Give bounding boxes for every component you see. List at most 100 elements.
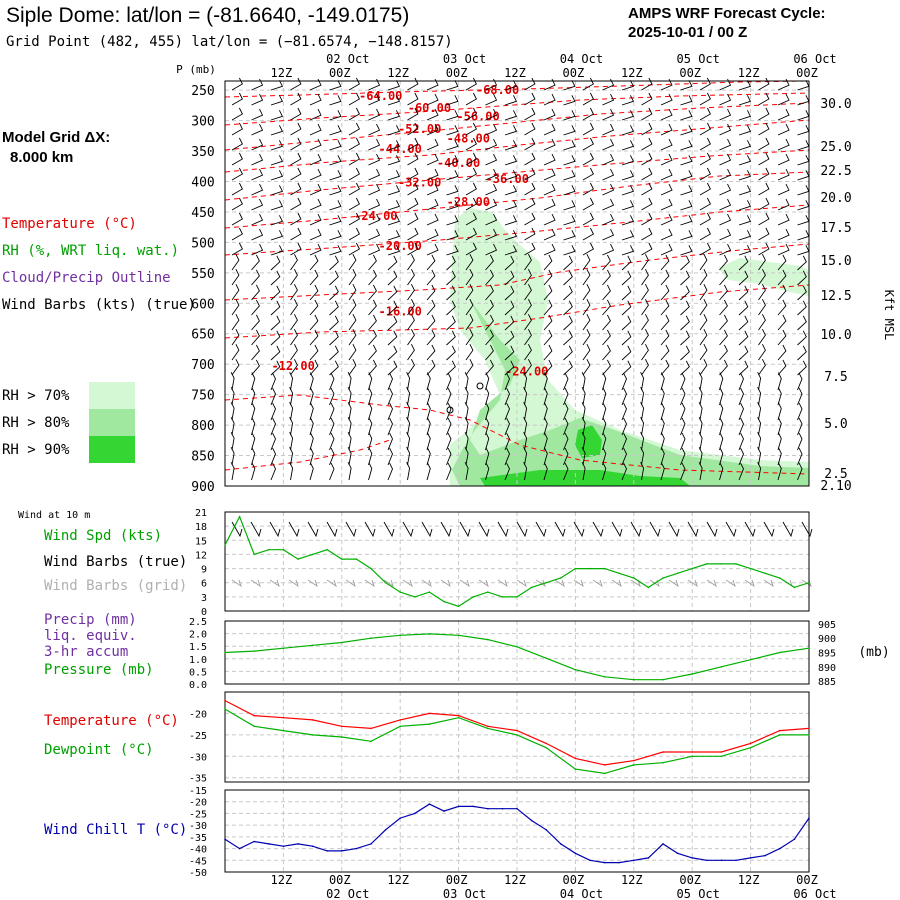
wind-barb [407, 167, 419, 181]
wind-barb-10m [554, 521, 566, 538]
wind-barb [407, 268, 415, 286]
wind-barb [485, 359, 494, 376]
precip-ytick-label: 0.0 [189, 680, 207, 691]
wind-barb [446, 170, 459, 181]
wind-barb [719, 447, 724, 466]
wind-barb [758, 358, 766, 376]
wind-barb [660, 138, 673, 151]
wind-barb [563, 170, 576, 181]
wind-barb [621, 270, 632, 286]
wind-barbs [230, 77, 813, 588]
wind-barb [368, 183, 381, 196]
wind-barb-grid [440, 579, 451, 588]
wind-barb [504, 185, 518, 196]
pressure-tick-label: 800 [191, 419, 214, 434]
wind-barb [465, 298, 474, 316]
wind-barb [329, 170, 342, 181]
wind-barb [602, 198, 615, 211]
wind-barb [641, 137, 653, 151]
wind-barb [426, 93, 439, 106]
wind-barb [465, 227, 477, 241]
wind-10m-title: Wind at 10 m [18, 510, 91, 521]
height-tick-label: 17.5 [820, 221, 851, 236]
wind-barb-10m [326, 521, 338, 538]
wind-barb [230, 371, 235, 391]
bottom-hour-label: 12Z [387, 873, 409, 887]
wind-barb [485, 123, 498, 136]
wind-barb [640, 386, 645, 406]
wind-barb [777, 402, 782, 421]
pressure-tick-label: 450 [191, 206, 214, 221]
wind-barb [582, 283, 591, 301]
wind-barb [446, 80, 459, 91]
wind-barb [251, 402, 256, 421]
wind-barb [270, 255, 281, 271]
wind-barb [602, 359, 611, 376]
wind-barb [426, 123, 439, 136]
wind-barb [329, 402, 335, 421]
wind-barb [602, 228, 615, 241]
wind-barb [504, 300, 515, 316]
height-tick-label: 7.5 [824, 370, 847, 385]
wind-barb [290, 298, 298, 316]
wind-barb [231, 182, 243, 196]
wind-barb [621, 285, 632, 301]
wind-ytick-label: 0 [201, 607, 207, 618]
wind-barb [504, 285, 515, 301]
bottom-hour-label: 12Z [504, 873, 526, 887]
wind-barb [777, 213, 790, 226]
wind-speed-line-point [574, 567, 577, 570]
panel-frame-chill [224, 789, 810, 873]
wind-barb [387, 185, 401, 196]
wind-barb [504, 372, 510, 391]
wind-barb [758, 253, 766, 271]
wind-barb [329, 360, 339, 376]
wind-barb-10m [687, 521, 699, 538]
wind-chill-line-point [384, 829, 387, 831]
grid-point-label: Grid Point (482, 455) lat/lon = (−81.657… [6, 34, 453, 50]
wind-barb [797, 360, 807, 376]
isotherm-label: -28.00 [447, 195, 490, 209]
wind-ytick-label: 6 [201, 579, 207, 590]
wind-barb [329, 155, 342, 166]
wind-barb [602, 269, 611, 286]
wind-barb [407, 212, 419, 226]
wind-barb [504, 245, 518, 256]
wind-speed-line-point [443, 600, 445, 603]
wind-barb [290, 152, 302, 166]
wind-barb [738, 345, 749, 361]
temperature-line-point [545, 742, 547, 745]
pressure-line-point [808, 647, 810, 649]
wind-barb [543, 243, 556, 256]
wind-barb [270, 315, 281, 331]
wind-barb [699, 167, 711, 181]
wind-barb [719, 387, 724, 406]
wind-barb-grid [288, 579, 299, 588]
wind-barb [270, 270, 281, 286]
wind-barb [426, 447, 431, 466]
wind-speed-line-point [735, 563, 737, 565]
wind-barb [738, 185, 752, 196]
wind-barb [699, 122, 711, 136]
wind-barb [524, 107, 536, 121]
wind-barb [290, 92, 302, 106]
wind-barb [758, 107, 770, 121]
wind-barb-10m [763, 521, 775, 538]
wind-barb [680, 155, 693, 166]
wind-barb [660, 269, 670, 286]
pressure-line-point [282, 647, 285, 649]
wind-barb [523, 461, 528, 481]
rh-swatch-90 [89, 436, 135, 463]
wind-barb [231, 268, 240, 286]
wind-barb-10m [649, 521, 661, 538]
wind-barb [407, 253, 415, 271]
wind-barb [230, 431, 235, 451]
wind-barb [719, 359, 728, 376]
wind-barb [465, 343, 474, 361]
bottom-date-label: 04 Oct [560, 887, 603, 900]
wind-barb [602, 462, 607, 481]
wind-barb [309, 447, 314, 466]
wind-barb [621, 300, 632, 316]
wind-barb [640, 416, 645, 436]
